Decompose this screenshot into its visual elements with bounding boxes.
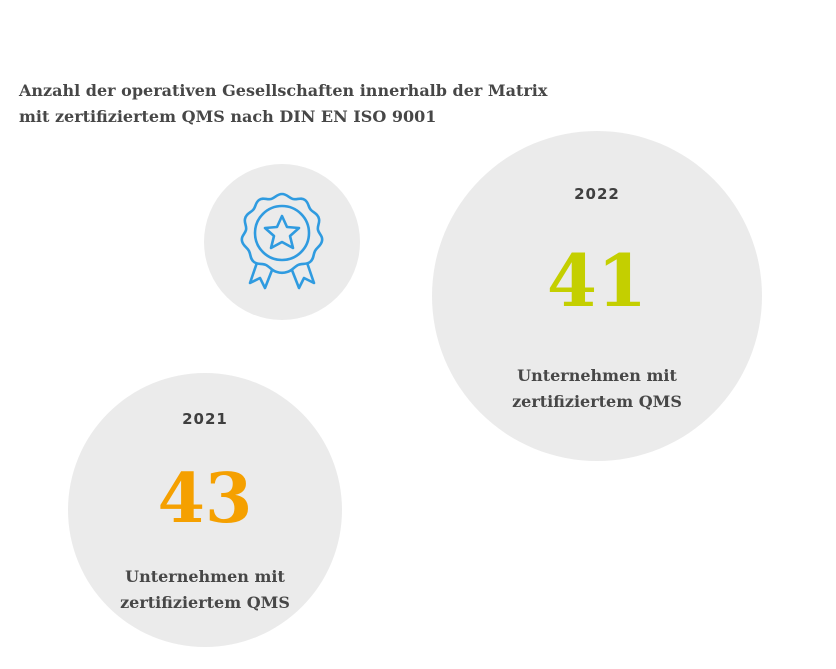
stat-label-line-1: Unternehmen mit <box>517 366 677 385</box>
stat-value: 43 <box>157 459 253 539</box>
award-rosette-icon <box>240 192 324 290</box>
stat-year: 2022 <box>574 185 620 203</box>
title-line-2: mit zertifiziertem QMS nach DIN EN ISO 9… <box>19 107 437 126</box>
stat-label-line-2: zertifiziertem QMS <box>512 392 682 411</box>
title-line-1: Anzahl der operativen Gesellschaften inn… <box>19 81 548 100</box>
stat-label: Unternehmen mit zertifiziertem QMS <box>432 363 762 415</box>
page-title: Anzahl der operativen Gesellschaften inn… <box>19 78 579 130</box>
badge-circle <box>204 164 360 320</box>
stat-label: Unternehmen mit zertifiziertem QMS <box>68 564 342 616</box>
stat-label-line-2: zertifiziertem QMS <box>120 593 290 612</box>
stat-card-2021: 2021 43 Unternehmen mit zertifiziertem Q… <box>68 373 342 647</box>
stat-year: 2021 <box>182 410 228 428</box>
stat-label-line-1: Unternehmen mit <box>125 567 285 586</box>
stat-card-2022: 2022 41 Unternehmen mit zertifiziertem Q… <box>432 131 762 461</box>
stat-value: 41 <box>546 238 648 323</box>
